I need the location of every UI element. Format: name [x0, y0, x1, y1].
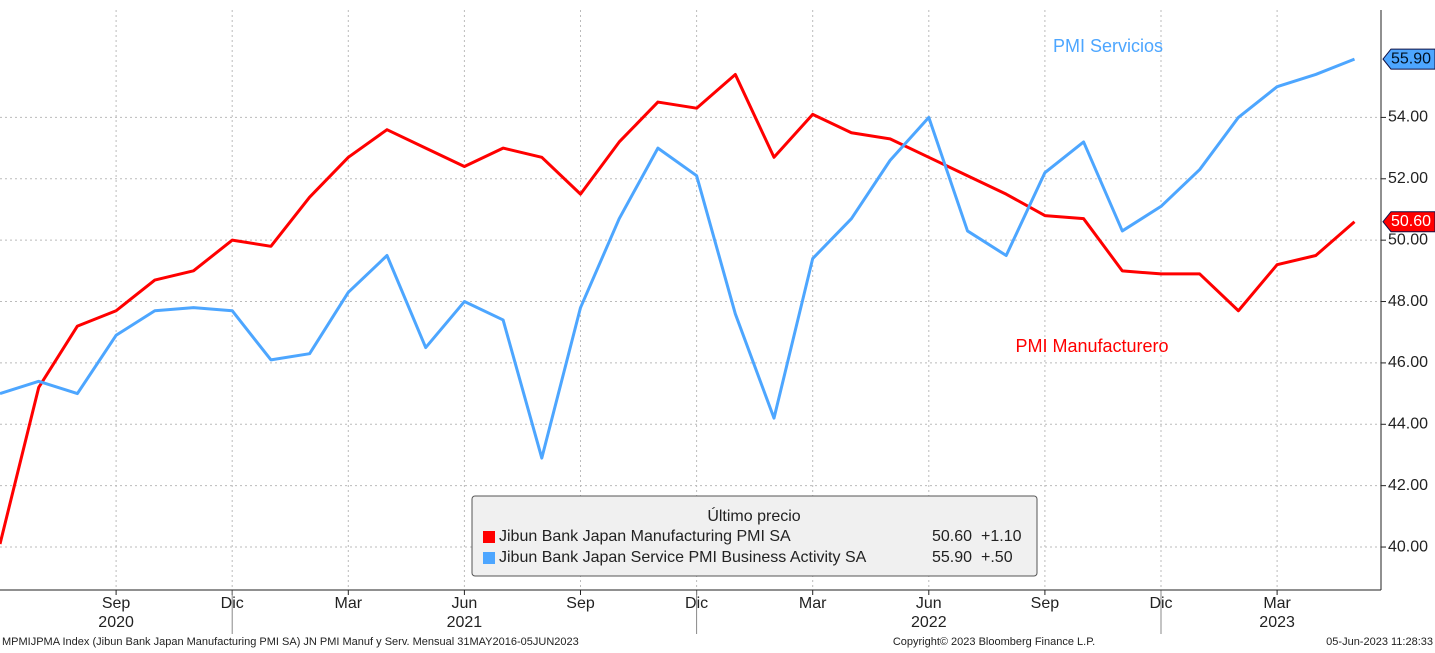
legend-last: 50.60 — [932, 528, 972, 545]
x-year-label: 2020 — [98, 614, 134, 631]
footer-copyright: Copyright© 2023 Bloomberg Finance L.P. — [893, 636, 1095, 648]
x-tick-label: Sep — [566, 595, 595, 612]
x-tick-label: Jun — [452, 595, 478, 612]
x-year-label: 2023 — [1259, 614, 1295, 631]
footer-source: MPMIJPMA Index (Jibun Bank Japan Manufac… — [2, 636, 579, 648]
legend-label: Jibun Bank Japan Manufacturing PMI SA — [499, 528, 791, 545]
y-tick-label: 40.00 — [1388, 538, 1428, 555]
x-tick-label: Sep — [1031, 595, 1060, 612]
last-value-label: 55.90 — [1391, 50, 1431, 67]
legend-last: 55.90 — [932, 549, 972, 566]
legend-change: +1.10 — [981, 528, 1022, 545]
y-tick-label: 50.00 — [1388, 231, 1428, 248]
last-value-tag — [1382, 48, 1435, 70]
series-line — [0, 72, 1356, 545]
y-tick-label: 46.00 — [1388, 354, 1428, 371]
x-year-label: 2022 — [911, 614, 947, 631]
legend-label: Jibun Bank Japan Service PMI Business Ac… — [499, 549, 867, 566]
legend: Último precio Jibun Bank Japan Manufactur… — [471, 495, 1038, 577]
y-tick-label: 52.00 — [1388, 170, 1428, 187]
x-tick-label: Mar — [799, 595, 827, 612]
x-tick-label: Sep — [102, 595, 131, 612]
x-year-label: 2021 — [447, 614, 483, 631]
last-value-label: 50.60 — [1391, 213, 1431, 230]
series-annotation: PMI Servicios — [1053, 36, 1163, 56]
y-tick-label: 48.00 — [1388, 293, 1428, 310]
y-tick-label: 44.00 — [1388, 416, 1428, 433]
legend-change: +.50 — [981, 549, 1013, 566]
legend-title: Último precio — [707, 506, 800, 525]
x-tick-label: Mar — [335, 595, 363, 612]
legend-swatch — [483, 531, 495, 543]
series-line — [0, 57, 1356, 460]
legend-swatch — [483, 552, 495, 564]
last-value-tag — [1382, 211, 1435, 233]
x-tick-label: Mar — [1263, 595, 1291, 612]
series-annotation: PMI Manufacturero — [1015, 336, 1168, 356]
footer-date: 05-Jun-2023 11:28:33 — [1326, 636, 1433, 648]
y-tick-label: 42.00 — [1388, 477, 1428, 494]
legend-box — [471, 495, 1038, 577]
y-tick-label: 54.00 — [1388, 109, 1428, 126]
x-tick-label: Jun — [916, 595, 942, 612]
